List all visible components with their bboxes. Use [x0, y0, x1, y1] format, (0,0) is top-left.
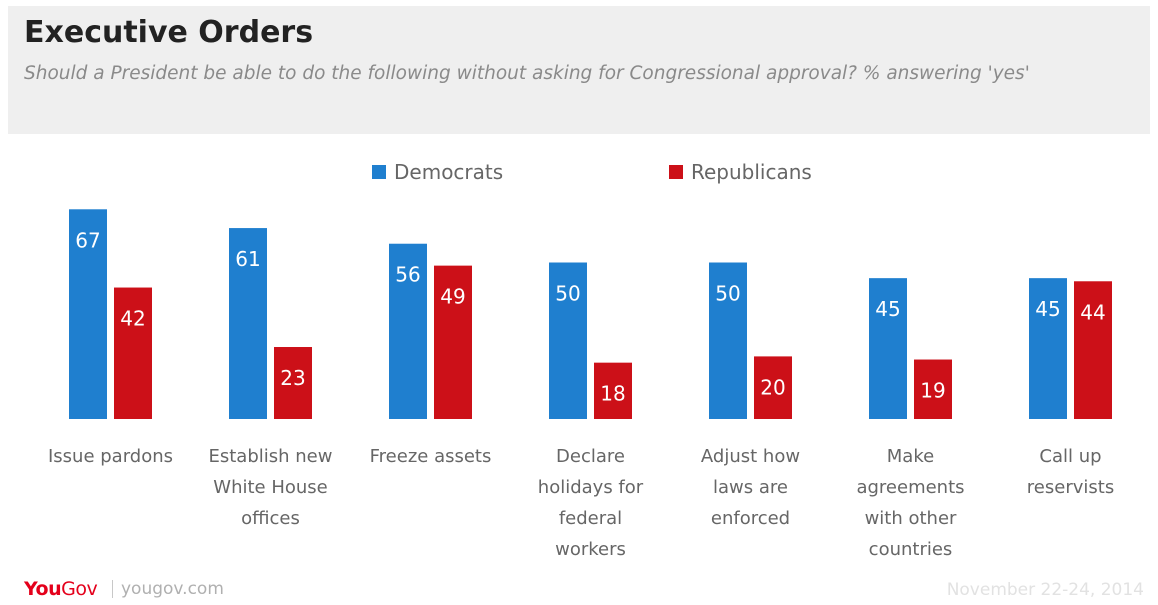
bar-value-label-republicans-0: 42 [120, 307, 145, 331]
category-label-line: Establish new [209, 446, 333, 467]
footer-site: yougov.com [112, 580, 224, 598]
category-label-5: Make agreements with other countries [856, 446, 964, 560]
category-label-line: White House [213, 477, 327, 498]
bar-democrats-5 [869, 278, 907, 419]
category-label-line: holidays for [538, 477, 644, 498]
bar-democrats-2 [389, 243, 427, 419]
category-label-line: workers [555, 539, 626, 560]
category-label-line: Make [887, 446, 934, 467]
category-label-1: Establish new White House offices [209, 446, 333, 529]
category-label-line: with other [865, 508, 957, 529]
category-label-line: reservists [1027, 477, 1114, 498]
bar-democrats-3 [549, 262, 587, 419]
bar-republicans-6 [1074, 281, 1112, 419]
chart-title: Executive Orders [24, 15, 314, 50]
category-label-line: Adjust how [701, 446, 800, 467]
bar-democrats-6 [1029, 278, 1067, 419]
category-label-line: Freeze assets [370, 446, 492, 467]
bar-democrats-4 [709, 262, 747, 419]
legend-swatch-republicans [669, 165, 683, 179]
category-label-line: Issue pardons [48, 446, 173, 467]
bar-republicans-0 [114, 287, 152, 419]
chart-legend: Democrats Republicans [0, 160, 1158, 190]
bar-value-label-democrats-0: 67 [75, 228, 100, 252]
category-label-4: Adjust how laws are enforced [701, 446, 800, 529]
category-label-line: Declare [556, 446, 625, 467]
legend-swatch-democrats [372, 165, 386, 179]
chart-header: Executive Orders Should a President be a… [8, 6, 1150, 134]
legend-label-democrats: Democrats [394, 160, 504, 184]
yougov-logo: YouGov [24, 578, 98, 600]
category-label-2: Freeze assets [370, 446, 492, 467]
chart-subtitle: Should a President be able to do the fol… [24, 63, 1030, 84]
category-label-line: laws are [713, 477, 788, 498]
category-label-line: offices [241, 508, 300, 529]
legend-label-republicans: Republicans [691, 160, 812, 184]
logo-gov: Gov [61, 578, 98, 600]
category-label-line: countries [869, 539, 953, 560]
bar-republicans-1 [274, 347, 312, 419]
footer-date: November 22-24, 2014 [946, 580, 1144, 600]
bar-value-label-republicans-6: 44 [1080, 300, 1105, 324]
category-label-3: Declare holidays for federal workers [538, 446, 644, 560]
category-label-0: Issue pardons [48, 446, 173, 467]
bar-value-label-republicans-1: 23 [280, 366, 305, 390]
bar-value-label-republicans-5: 19 [920, 379, 945, 403]
bar-republicans-2 [434, 265, 472, 419]
bar-value-label-republicans-3: 18 [600, 382, 625, 406]
bar-democrats-0 [69, 209, 107, 419]
bar-democrats-1 [229, 228, 267, 419]
category-label-6: Call up reservists [1027, 446, 1114, 498]
category-label-line: Call up [1039, 446, 1101, 467]
legend-item-democrats: Democrats [372, 160, 503, 184]
bar-value-label-democrats-1: 61 [235, 247, 260, 271]
logo-you: You [24, 578, 62, 600]
bar-value-label-democrats-3: 50 [555, 282, 580, 306]
bar-republicans-4 [754, 356, 792, 419]
bar-value-label-republicans-4: 20 [760, 375, 785, 399]
category-label-line: agreements [856, 477, 964, 498]
category-label-line: enforced [711, 508, 790, 529]
bar-value-label-democrats-2: 56 [395, 263, 420, 287]
bar-republicans-5 [914, 359, 952, 419]
bar-value-label-democrats-6: 45 [1035, 297, 1060, 321]
legend-item-republicans: Republicans [669, 160, 812, 184]
bar-value-label-democrats-5: 45 [875, 297, 900, 321]
bar-republicans-3 [594, 362, 632, 419]
bar-value-label-democrats-4: 50 [715, 282, 740, 306]
category-label-line: federal [559, 508, 622, 529]
bar-value-label-republicans-2: 49 [440, 285, 465, 309]
